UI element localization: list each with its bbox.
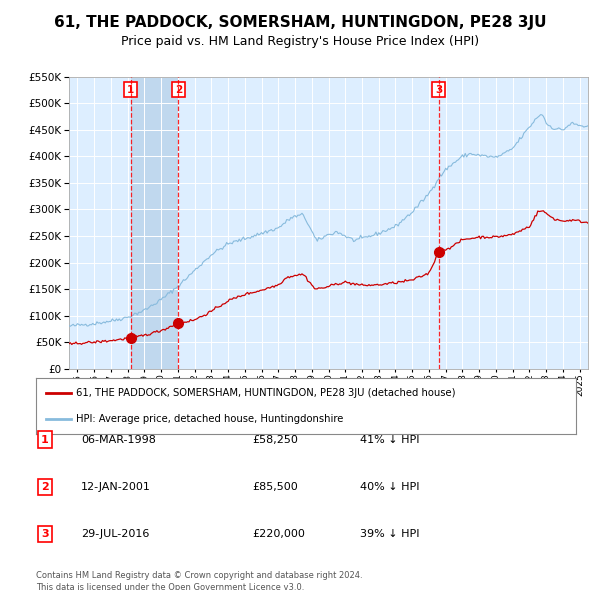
Text: £220,000: £220,000 — [252, 529, 305, 539]
Bar — [131, 77, 178, 369]
Text: HPI: Average price, detached house, Huntingdonshire: HPI: Average price, detached house, Hunt… — [77, 414, 344, 424]
Text: 1: 1 — [41, 435, 49, 444]
Text: £58,250: £58,250 — [252, 435, 298, 444]
Text: 2: 2 — [41, 482, 49, 491]
Text: 12-JAN-2001: 12-JAN-2001 — [81, 482, 151, 491]
Text: Contains HM Land Registry data © Crown copyright and database right 2024.: Contains HM Land Registry data © Crown c… — [36, 571, 362, 579]
Text: 06-MAR-1998: 06-MAR-1998 — [81, 435, 156, 444]
Text: 29-JUL-2016: 29-JUL-2016 — [81, 529, 149, 539]
Text: £85,500: £85,500 — [252, 482, 298, 491]
Text: Price paid vs. HM Land Registry's House Price Index (HPI): Price paid vs. HM Land Registry's House … — [121, 35, 479, 48]
Text: 3: 3 — [435, 85, 442, 95]
Text: This data is licensed under the Open Government Licence v3.0.: This data is licensed under the Open Gov… — [36, 583, 304, 590]
Text: 61, THE PADDOCK, SOMERSHAM, HUNTINGDON, PE28 3JU: 61, THE PADDOCK, SOMERSHAM, HUNTINGDON, … — [54, 15, 546, 30]
Text: 3: 3 — [41, 529, 49, 539]
Text: 40% ↓ HPI: 40% ↓ HPI — [360, 482, 419, 491]
Text: 41% ↓ HPI: 41% ↓ HPI — [360, 435, 419, 444]
Text: 2: 2 — [175, 85, 182, 95]
Text: 39% ↓ HPI: 39% ↓ HPI — [360, 529, 419, 539]
Text: 1: 1 — [127, 85, 134, 95]
Text: 61, THE PADDOCK, SOMERSHAM, HUNTINGDON, PE28 3JU (detached house): 61, THE PADDOCK, SOMERSHAM, HUNTINGDON, … — [77, 388, 456, 398]
